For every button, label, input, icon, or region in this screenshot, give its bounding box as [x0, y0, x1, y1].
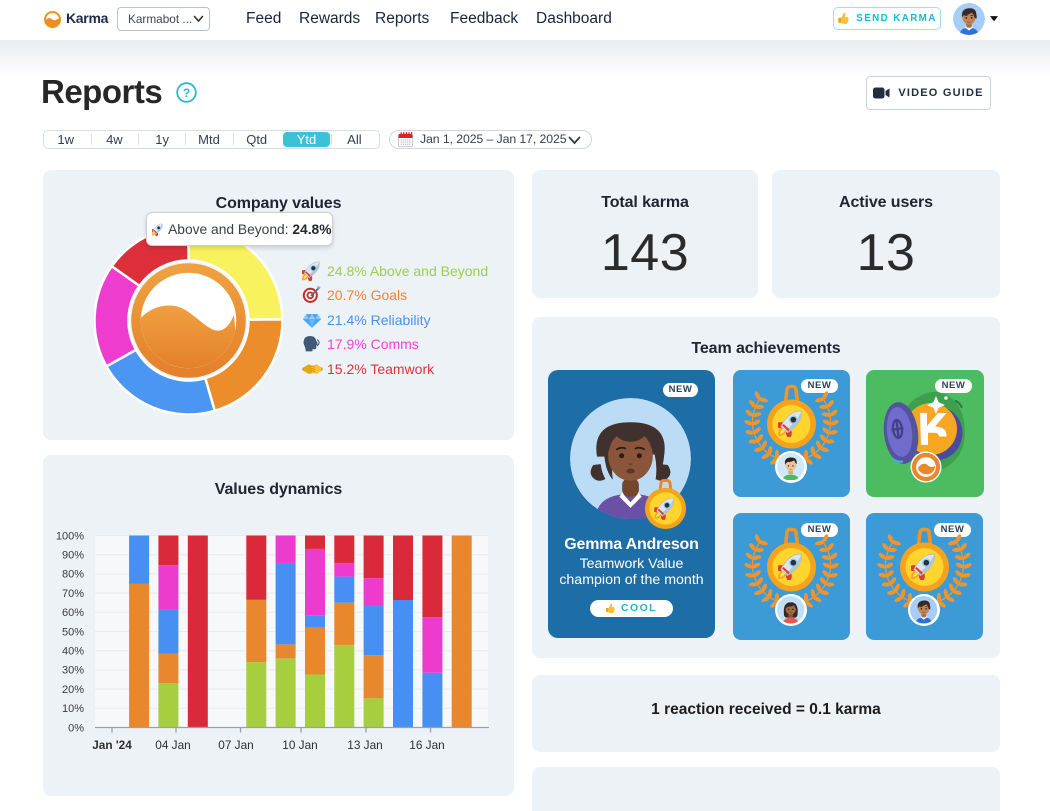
svg-text:70%: 70%	[62, 588, 84, 600]
svg-text:80%: 80%	[62, 569, 84, 581]
svg-text:04 Jan: 04 Jan	[155, 738, 190, 752]
svg-text:0%: 0%	[68, 722, 84, 734]
svg-text:Jan '24: Jan '24	[92, 738, 132, 752]
svg-text:30%: 30%	[62, 665, 84, 677]
svg-text:50%: 50%	[62, 626, 84, 638]
svg-text:16 Jan: 16 Jan	[409, 738, 444, 752]
svg-text:40%: 40%	[62, 646, 84, 658]
svg-text:100%: 100%	[56, 530, 84, 542]
svg-text:20%: 20%	[62, 684, 84, 696]
svg-text:10 Jan: 10 Jan	[282, 738, 317, 752]
svg-text:13 Jan: 13 Jan	[347, 738, 382, 752]
svg-text:60%: 60%	[62, 607, 84, 619]
svg-text:07 Jan: 07 Jan	[218, 738, 253, 752]
svg-text:?: ?	[183, 86, 190, 100]
svg-text:10%: 10%	[62, 703, 84, 715]
svg-text:90%: 90%	[62, 550, 84, 562]
